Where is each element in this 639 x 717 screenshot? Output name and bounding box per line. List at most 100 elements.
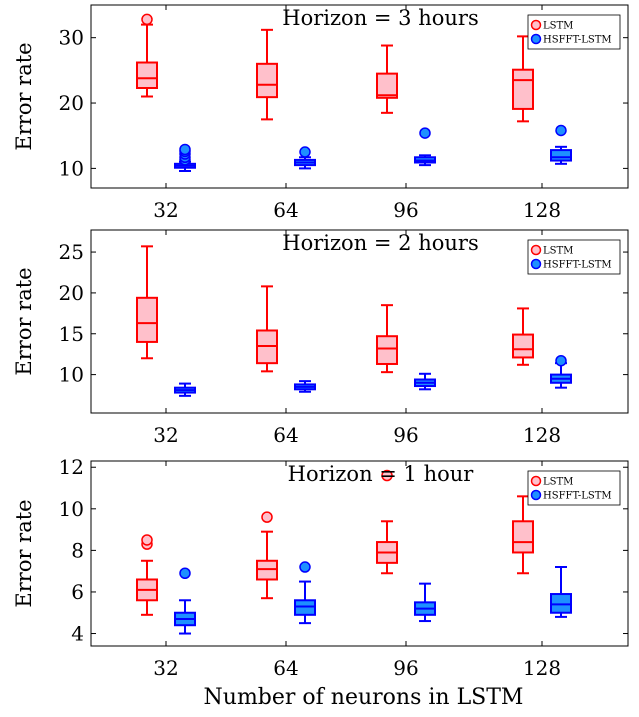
legend-marker-hsfft-lstm [530,33,542,45]
y-axis-title: Error rate [12,267,36,375]
box-hsfft-lstm-128 [550,566,572,618]
legend-label: LSTM [543,21,573,32]
legend: LSTM HSFFT-LSTM [527,239,621,275]
x-tick-label: 64 [273,656,298,680]
box-hsfft-lstm-64 [294,561,316,625]
x-tick-label: 64 [273,423,298,447]
box-iqr [512,68,534,110]
outlier-point [179,143,191,156]
legend-marker-lstm [530,475,542,487]
y-tick-label: 4 [71,622,84,646]
box-lstm-128 [512,495,534,575]
box-iqr [136,61,158,90]
box-hsfft-lstm-96 [414,127,436,167]
chart-panel-2: 10 15 20 25 32 64 96 128 Horizon = 2 hours Error … [12,229,629,447]
box-hsfft-lstm-32 [174,382,196,397]
legend-label: HSFFT-LSTM [543,491,612,502]
box-lstm-96 [376,469,398,575]
y-tick-label: 8 [71,538,84,562]
legend-label: LSTM [543,477,573,488]
legend: LSTM HSFFT-LSTM [527,470,621,506]
y-tick-label: 30 [59,26,84,50]
outlier-point [261,511,273,523]
legend-label: LSTM [543,246,573,257]
y-tick-label: 6 [71,580,84,604]
box-lstm-64 [256,511,278,600]
chart-panel-1: 10 20 30 32 64 96 128 Horizon = 3 hours Error ra… [12,4,629,222]
box-lstm-128 [512,307,534,366]
chart-panel-3: 4 6 8 10 12 32 64 96 128 Horizon = 1 hour Error ra… [12,455,629,710]
box-lstm-96 [376,304,398,374]
legend-marker-lstm [530,19,542,31]
box-hsfft-lstm-128 [550,354,572,389]
box-lstm-32 [136,534,158,616]
y-tick-label: 12 [59,455,84,479]
box-hsfft-lstm-64 [294,146,316,170]
x-tick-label: 128 [523,656,561,680]
legend-box [527,239,621,275]
x-tick-label: 64 [273,198,298,222]
box-iqr [512,520,534,554]
legend-box [527,14,621,50]
x-tick-label: 128 [523,423,561,447]
x-tick-label: 96 [393,656,418,680]
x-tick-label: 128 [523,198,561,222]
x-axis-title: Number of neurons in LSTM [204,685,524,710]
y-tick-label: 15 [59,322,84,346]
box-iqr [550,593,572,614]
outlier-point [299,561,311,573]
legend-label: HSFFT-LSTM [543,260,612,271]
box-lstm-64 [256,285,278,373]
x-tick-label: 96 [393,423,418,447]
y-tick-label: 10 [59,156,84,180]
x-tick-label: 32 [153,198,178,222]
box-hsfft-lstm-96 [414,372,436,391]
x-tick-label: 32 [153,656,178,680]
plot-frame [90,4,629,189]
box-hsfft-lstm-32 [174,143,196,173]
box-lstm-32 [136,245,158,360]
outlier-point [381,469,393,482]
box-iqr [136,296,158,343]
outlier-point [141,13,153,26]
outlier-point [179,567,191,579]
outlier-point [299,146,311,158]
x-tick-label: 32 [153,423,178,447]
box-iqr [256,559,278,581]
plot-frame [90,460,629,647]
legend-label: HSFFT-LSTM [543,35,612,46]
y-axis-title: Error rate [12,42,36,150]
panel-title: Horizon = 1 hour [288,462,475,486]
box-iqr [256,62,278,99]
legend: LSTM HSFFT-LSTM [527,14,621,50]
y-tick-label: 20 [59,91,84,115]
plot-frame [90,229,629,414]
box-hsfft-lstm-128 [550,124,572,165]
outlier-point [555,354,567,367]
x-tick-label: 96 [393,198,418,222]
box-iqr [376,335,398,365]
box-iqr [550,149,572,162]
box-hsfft-lstm-64 [294,380,316,393]
outlier-point [555,124,567,137]
panel-title: Horizon = 3 hours [282,6,478,30]
y-tick-label: 25 [59,240,84,264]
legend-marker-hsfft-lstm [530,258,542,270]
box-lstm-96 [376,44,398,114]
outlier-point [419,127,431,139]
box-iqr [512,333,534,359]
outlier-point [141,534,153,546]
box-lstm-32 [136,13,158,98]
y-axis-title: Error rate [12,499,36,607]
box-hsfft-lstm-96 [414,582,436,623]
box-lstm-128 [512,35,534,123]
y-tick-label: 10 [59,363,84,387]
y-tick-label: 20 [59,281,84,305]
box-hsfft-lstm-32 [174,567,196,635]
panel-title: Horizon = 2 hours [282,231,478,255]
box-iqr [294,599,316,616]
box-iqr [376,72,398,99]
y-tick-label: 10 [59,497,84,521]
legend-box [527,470,621,506]
